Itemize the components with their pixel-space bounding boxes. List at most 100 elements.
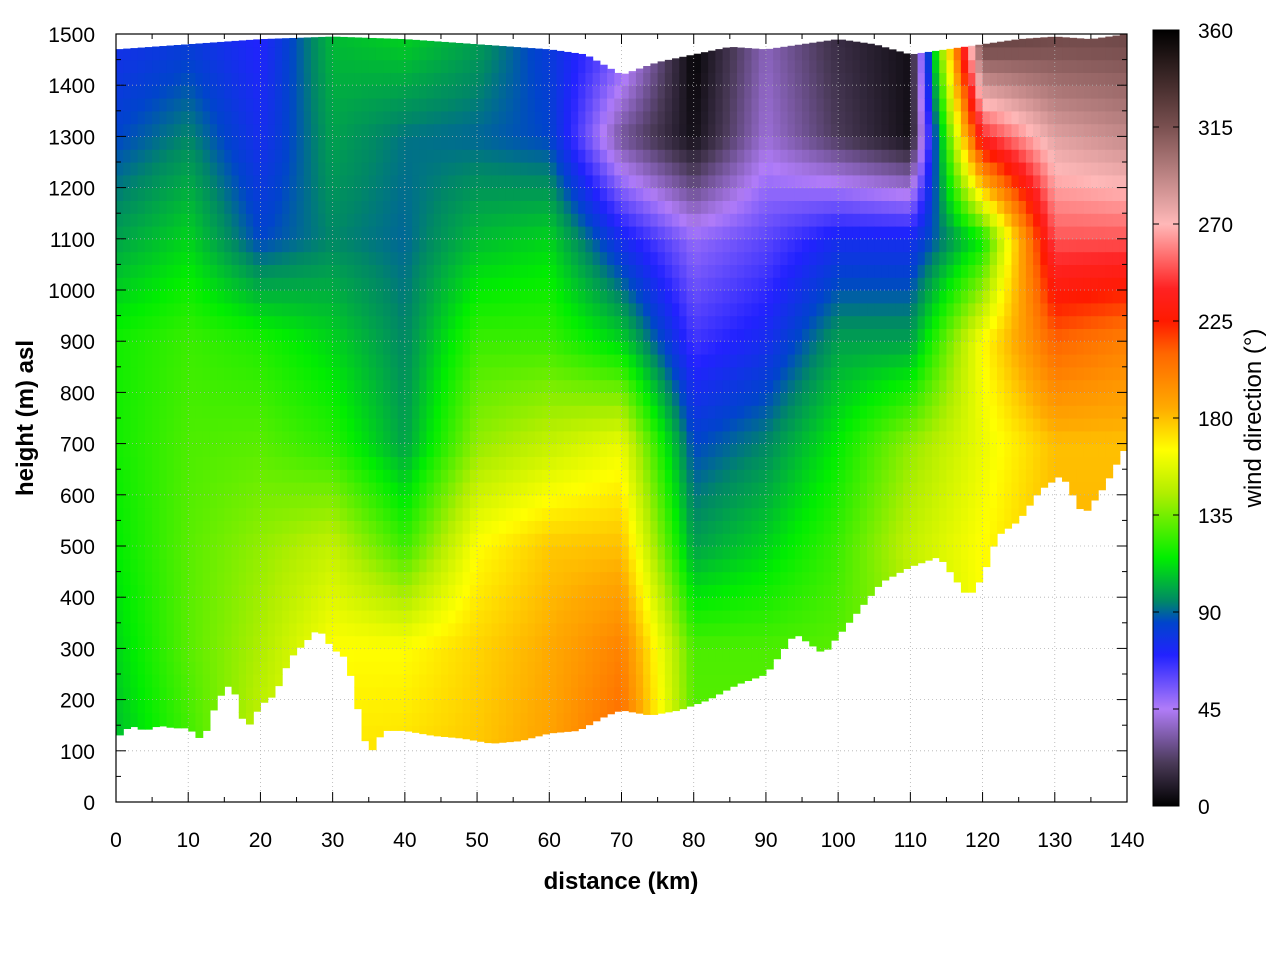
heatmap-cell [715,174,724,189]
heatmap-cell [426,123,435,137]
heatmap-cell [607,392,615,406]
heatmap-cell [700,686,709,701]
heatmap-cell [542,290,550,304]
heatmap-cell [477,123,485,137]
heatmap-cell [448,354,457,368]
heatmap-cell [224,200,233,214]
heatmap-cell [267,251,276,265]
heatmap-cell [751,59,760,73]
heatmap-cell [404,443,413,457]
heatmap-cell [563,302,572,317]
heatmap-cell [672,226,680,240]
heatmap-cell [679,187,688,201]
heatmap-cell [585,712,594,726]
heatmap-cell [592,60,601,73]
heatmap-cell [238,264,247,278]
heatmap-cell [231,290,240,304]
heatmap-cell [505,610,514,624]
heatmap-cell [650,200,659,214]
heatmap-cell [390,366,399,381]
heatmap-cell [354,520,363,534]
heatmap-cell [498,520,507,534]
heatmap-cell [693,392,702,406]
heatmap-cell [267,98,276,112]
heatmap-cell [505,584,514,598]
heatmap-cell [383,110,392,125]
heatmap-cell [123,712,132,726]
heatmap-cell [686,494,695,509]
heatmap-cell [599,648,608,662]
heatmap-cell [260,405,269,419]
heatmap-cell [404,328,413,342]
heatmap-cell [260,277,269,291]
heatmap-cell [433,674,442,688]
heatmap-cell [585,392,594,406]
heatmap-cell [758,174,767,189]
heatmap-cell [722,354,731,368]
heatmap-cell [123,482,132,496]
heatmap-cell [245,379,254,393]
heatmap-cell [664,174,673,189]
heatmap-cell [152,430,160,445]
heatmap-cell [144,558,153,573]
heatmap-cell [751,251,760,265]
heatmap-cell [375,315,384,329]
heatmap-cell [729,418,738,432]
heatmap-cell [505,648,514,662]
heatmap-cell [491,226,500,240]
heatmap-cell [318,123,327,137]
heatmap-cell [245,174,254,189]
heatmap-cell [751,341,760,355]
heatmap-cell [462,622,471,637]
heatmap-cell [722,430,731,445]
heatmap-cell [339,482,348,496]
heatmap-cell [614,136,623,150]
heatmap-cell [708,686,716,699]
heatmap-cell [585,200,594,214]
heatmap-cell [144,584,153,598]
heatmap-cell [123,341,132,355]
heatmap-cell [643,277,651,291]
heatmap-cell [542,456,550,470]
heatmap-cell [137,110,146,125]
heatmap-cell [657,610,666,624]
heatmap-cell [686,418,695,432]
heatmap-cell [310,187,319,201]
heatmap-cell [578,494,586,509]
heatmap-cell [737,674,745,684]
heatmap-cell [347,162,355,176]
heatmap-cell [729,290,738,304]
heatmap-cell [397,469,406,483]
heatmap-cell [650,405,659,419]
heatmap-cell [180,302,189,317]
heatmap-cell [455,72,464,86]
heatmap-cell [325,36,334,48]
heatmap-cell [224,162,233,176]
heatmap-cell [354,686,363,701]
heatmap-cell [599,699,608,713]
heatmap-cell [542,533,550,547]
heatmap-cell [404,162,413,176]
heatmap-cell [368,174,377,189]
heatmap-cell [426,456,435,470]
heatmap-cell [455,277,464,291]
heatmap-cell [672,520,680,534]
heatmap-cell [347,238,355,253]
heatmap-cell [693,584,702,598]
heatmap-cell [224,661,233,675]
heatmap-cell [440,661,449,675]
heatmap-cell [245,366,254,381]
heatmap-cell [180,622,189,637]
heatmap-cell [173,251,182,265]
heatmap-cell [260,661,269,675]
heatmap-cell [397,302,406,317]
heatmap-cell [585,699,594,713]
heatmap-cell [390,558,399,573]
heatmap-cell [339,341,348,355]
heatmap-cell [693,328,702,342]
heatmap-cell [253,558,262,573]
heatmap-cell [787,149,796,163]
heatmap-cell [231,238,240,253]
heatmap-cell [354,149,363,163]
heatmap-cell [282,571,290,585]
